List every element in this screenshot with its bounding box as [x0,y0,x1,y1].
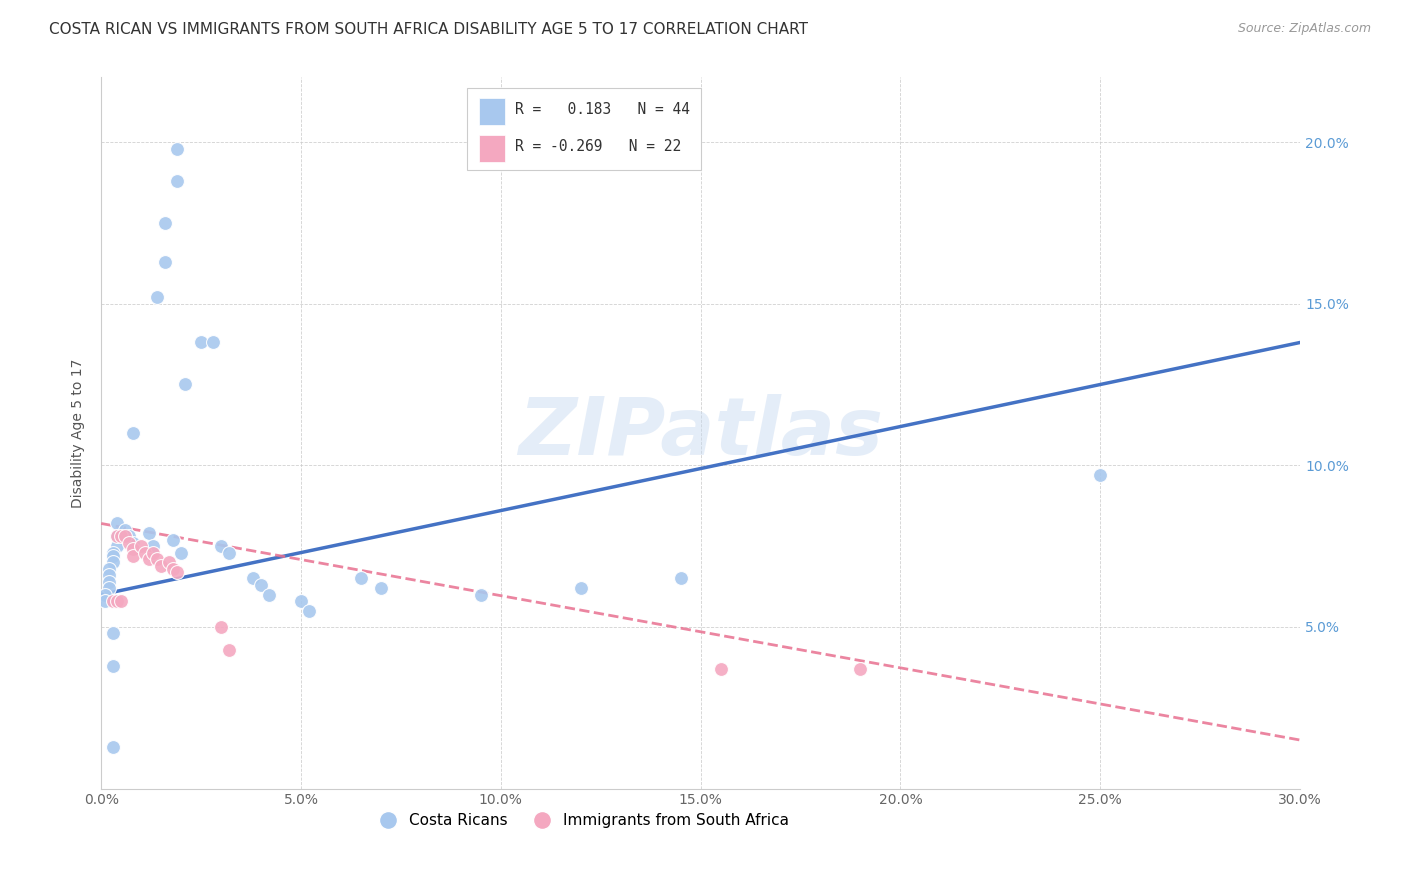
Point [153,216,176,230]
Point [298,604,321,618]
Point [162,533,184,547]
Point [150,558,173,573]
Point [114,529,136,543]
Point [138,526,160,541]
Point [142,545,165,559]
Point [174,377,197,392]
Point [849,662,872,676]
Point [146,552,169,566]
Point [710,662,733,676]
Point [166,142,188,156]
Bar [479,135,505,161]
Point [103,549,125,563]
Y-axis label: Disability Age 5 to 17: Disability Age 5 to 17 [72,359,86,508]
Legend: Costa Ricans, Immigrants from South Africa: Costa Ricans, Immigrants from South Afri… [367,807,794,834]
Point [242,571,264,585]
Point [122,549,145,563]
Point [153,254,176,268]
Point [98,574,121,589]
Point [569,581,592,595]
Point [94,588,117,602]
Point [202,335,225,350]
Point [250,578,273,592]
Point [110,594,132,608]
Bar [467,88,700,169]
Text: R = -0.269   N = 22: R = -0.269 N = 22 [515,138,681,153]
Point [257,588,280,602]
Point [290,594,312,608]
Text: Source: ZipAtlas.com: Source: ZipAtlas.com [1237,22,1371,36]
Point [162,562,184,576]
Text: R =   0.183   N = 44: R = 0.183 N = 44 [515,102,690,117]
Point [103,658,125,673]
Point [209,539,232,553]
Point [350,571,373,585]
Text: COSTA RICAN VS IMMIGRANTS FROM SOUTH AFRICA DISABILITY AGE 5 TO 17 CORRELATION C: COSTA RICAN VS IMMIGRANTS FROM SOUTH AFR… [49,22,808,37]
Point [122,542,145,557]
Point [105,529,128,543]
Point [118,536,141,550]
Point [370,581,392,595]
Point [142,539,165,553]
Point [103,545,125,559]
Point [98,568,121,582]
Point [114,523,136,537]
Point [669,571,692,585]
Point [94,594,117,608]
Point [218,545,240,559]
Point [166,174,188,188]
Point [129,539,152,553]
Point [190,335,212,350]
Point [105,539,128,553]
Point [103,739,125,754]
Point [105,529,128,543]
Point [146,290,169,304]
Text: ZIPatlas: ZIPatlas [519,394,883,472]
Point [105,516,128,531]
Point [470,588,492,602]
Bar [479,98,505,125]
Point [105,594,128,608]
Point [209,620,232,634]
Point [138,552,160,566]
Point [122,536,145,550]
Point [1090,468,1112,483]
Point [218,642,240,657]
Point [157,555,180,569]
Point [103,626,125,640]
Point [122,425,145,440]
Point [98,581,121,595]
Point [98,562,121,576]
Point [103,594,125,608]
Point [103,555,125,569]
Point [170,545,193,559]
Point [166,565,188,579]
Point [110,529,132,543]
Point [134,545,156,559]
Point [118,529,141,543]
